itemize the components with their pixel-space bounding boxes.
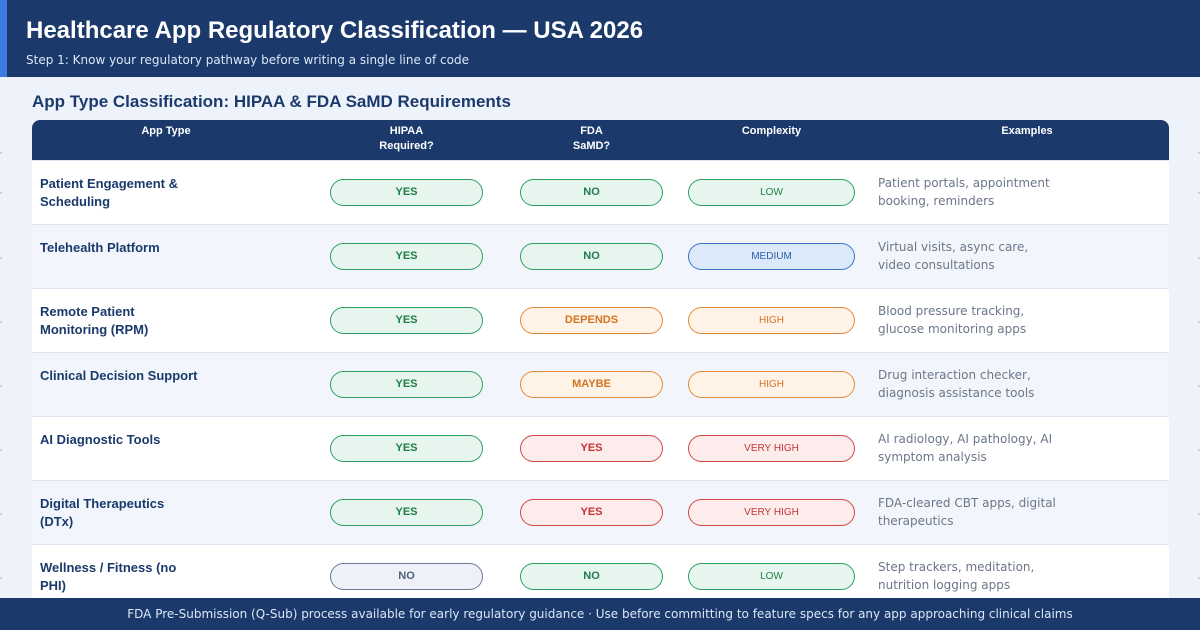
app-type-cell: Wellness / Fitness (no PHI)	[40, 560, 177, 593]
table-row: AI Diagnostic Tools YES YES VERY HIGH AI rad…	[32, 416, 1169, 480]
fda-samd-badge: YES	[520, 435, 663, 462]
hipaa-badge: YES	[330, 243, 483, 270]
edge-dot	[1198, 513, 1200, 515]
table-body: Patient Engagement & Scheduling YES NO LOW P…	[32, 160, 1169, 608]
complexity-badge: MEDIUM	[688, 243, 855, 270]
edge-dot	[0, 152, 2, 154]
edge-dot	[0, 577, 2, 579]
fda-samd-badge: NO	[520, 243, 663, 270]
examples-cell: Step trackers, meditation, nutrition log…	[878, 560, 1035, 592]
classification-table: App Type HIPAA Required? FDA SaMD? Compl…	[32, 120, 1169, 608]
hipaa-badge: YES	[330, 435, 483, 462]
hipaa-badge: YES	[330, 307, 483, 334]
table-header: App Type HIPAA Required? FDA SaMD? Compl…	[32, 120, 1169, 160]
examples-cell: Patient portals, appointment booking, re…	[878, 176, 1050, 208]
column-header-app-type: App Type	[141, 125, 191, 137]
edge-dot	[1198, 449, 1200, 451]
footer-note: FDA Pre-Submission (Q-Sub) process avail…	[0, 598, 1200, 630]
hipaa-badge: YES	[330, 499, 483, 526]
app-type-cell: Digital Therapeutics (DTx)	[40, 496, 165, 529]
app-type-cell: Clinical Decision Support	[40, 368, 198, 383]
edge-dot	[0, 385, 2, 387]
app-type-cell: Telehealth Platform	[40, 240, 160, 255]
fda-samd-badge: NO	[520, 179, 663, 206]
table-row: Telehealth Platform YES NO MEDIUM Virtual vi…	[32, 224, 1169, 288]
hipaa-badge: NO	[330, 563, 483, 590]
table-row: Clinical Decision Support YES MAYBE HIGH Dru…	[32, 352, 1169, 416]
complexity-badge: VERY HIGH	[688, 435, 855, 462]
complexity-badge: VERY HIGH	[688, 499, 855, 526]
column-header-fda: FDA SaMD?	[572, 125, 611, 152]
edge-dot	[0, 192, 2, 194]
fda-samd-badge: NO	[520, 563, 663, 590]
column-header-complexity: Complexity	[741, 125, 802, 137]
examples-cell: Virtual visits, async care, video consul…	[878, 240, 1029, 272]
edge-dot	[0, 513, 2, 515]
complexity-badge: LOW	[688, 563, 855, 590]
edge-dot	[1198, 385, 1200, 387]
examples-cell: Drug interaction checker, diagnosis assi…	[878, 368, 1035, 400]
app-type-cell: Remote Patient Monitoring (RPM)	[40, 304, 149, 337]
table-row: Remote Patient Monitoring (RPM) YES DEPEND…	[32, 288, 1169, 352]
edge-dot	[1198, 152, 1200, 154]
column-header-hipaa: HIPAA Required?	[379, 125, 434, 152]
edge-dot	[1198, 321, 1200, 323]
table-row: Digital Therapeutics (DTx) YES YES VERY HIG…	[32, 480, 1169, 544]
examples-cell: FDA-cleared CBT apps, digital therapeuti…	[878, 496, 1056, 528]
fda-samd-badge: YES	[520, 499, 663, 526]
examples-cell: Blood pressure tracking, glucose monitor…	[878, 304, 1027, 336]
examples-cell: AI radiology, AI pathology, AI symptom a…	[878, 432, 1053, 464]
hipaa-badge: YES	[330, 179, 483, 206]
column-header-examples: Examples	[1001, 125, 1053, 137]
table-row: Wellness / Fitness (no PHI) NO NO LOW Step t…	[32, 544, 1169, 608]
app-type-cell: Patient Engagement & Scheduling	[40, 176, 178, 209]
edge-dot	[0, 257, 2, 259]
complexity-badge: LOW	[688, 179, 855, 206]
fda-samd-badge: DEPENDS	[520, 307, 663, 334]
complexity-badge: HIGH	[688, 307, 855, 334]
edge-dot	[0, 321, 2, 323]
edge-dot	[1198, 257, 1200, 259]
header-banner: Healthcare App Regulatory Classification…	[0, 0, 1200, 77]
app-type-cell: AI Diagnostic Tools	[40, 432, 161, 447]
page-subtitle: Step 1: Know your regulatory pathway bef…	[26, 53, 469, 67]
page-title: Healthcare App Regulatory Classification…	[26, 17, 644, 44]
complexity-badge: HIGH	[688, 371, 855, 398]
hipaa-badge: YES	[330, 371, 483, 398]
fda-samd-badge: MAYBE	[520, 371, 663, 398]
edge-dot	[1198, 577, 1200, 579]
section-title: App Type Classification: HIPAA & FDA SaM…	[32, 92, 511, 111]
table-row: Patient Engagement & Scheduling YES NO LOW P…	[32, 160, 1169, 224]
edge-dot	[0, 449, 2, 451]
edge-dot	[1198, 192, 1200, 194]
